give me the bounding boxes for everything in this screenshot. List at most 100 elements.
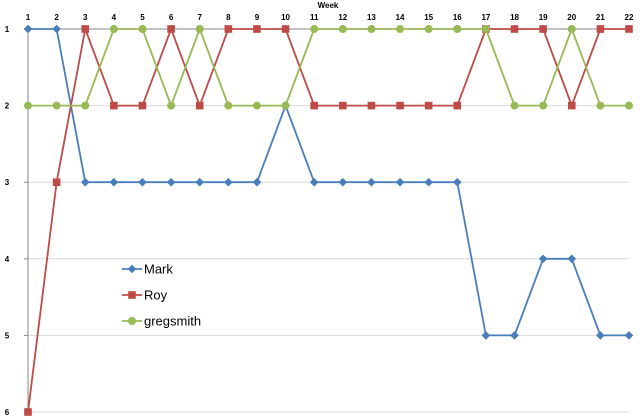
data-point-gregsmith-12: [338, 25, 347, 33]
legend-marker-gregsmith: [128, 317, 136, 325]
y-tick-label-6: 6: [5, 408, 10, 417]
data-point-mark-22: [624, 331, 634, 340]
data-point-mark-16: [452, 177, 462, 187]
legend-item-mark: Mark: [122, 262, 173, 277]
data-point-roy-11: [310, 101, 318, 110]
x-tick-label-19: 19: [539, 13, 548, 22]
data-point-gregsmith-16: [453, 25, 462, 33]
data-point-roy-19: [539, 25, 547, 33]
x-tick-label-22: 22: [625, 13, 634, 22]
series-gregsmith: [24, 25, 633, 110]
data-point-gregsmith-22: [625, 101, 633, 110]
x-tick-label-17: 17: [481, 13, 490, 22]
x-tick-label-5: 5: [140, 13, 145, 22]
x-tick-label-2: 2: [54, 13, 59, 22]
data-point-gregsmith-1: [24, 101, 32, 110]
data-point-roy-13: [367, 101, 376, 110]
x-tick-label-15: 15: [424, 13, 433, 22]
legend-item-roy: Roy: [122, 288, 168, 303]
y-tick-label-1: 1: [5, 25, 10, 34]
data-point-roy-18: [510, 25, 519, 33]
x-tick-label-4: 4: [112, 13, 117, 22]
data-point-gregsmith-14: [396, 25, 405, 33]
data-point-roy-21: [596, 25, 605, 33]
series-line-mark: [28, 28, 629, 337]
legend-item-gregsmith: gregsmith: [122, 314, 201, 329]
data-point-roy-3: [81, 25, 90, 33]
x-tick-label-21: 21: [596, 13, 605, 22]
series-line-gregsmith: [28, 28, 629, 107]
data-point-roy-2: [52, 178, 61, 186]
x-tick-label-18: 18: [510, 13, 519, 22]
data-point-mark-21: [596, 331, 605, 340]
data-point-roy-9: [253, 25, 261, 33]
data-point-roy-8: [224, 25, 233, 33]
data-point-mark-13: [367, 177, 376, 187]
axes: 1 2 3 4 5 6 7 8 9 10 11 12 13 14 15 16 17 18 19 20 21 2212345…: [5, 13, 634, 417]
data-point-gregsmith-17: [481, 25, 490, 33]
legend-marker-roy: [128, 291, 136, 299]
x-tick-label-14: 14: [396, 13, 405, 22]
legend-label-roy: Roy: [144, 288, 168, 303]
legend-label-gregsmith: gregsmith: [144, 314, 201, 329]
x-tick-label-12: 12: [338, 13, 347, 22]
data-point-gregsmith-15: [424, 25, 433, 33]
x-tick-label-6: 6: [169, 13, 174, 22]
x-tick-label-11: 11: [310, 13, 319, 22]
x-tick-label-9: 9: [255, 13, 260, 22]
data-point-roy-1: [24, 408, 32, 416]
x-tick-label-13: 13: [367, 13, 376, 22]
legend-label-mark: Mark: [144, 262, 173, 277]
data-point-roy-7: [195, 101, 204, 110]
data-point-gregsmith-6: [167, 101, 176, 110]
data-point-gregsmith-20: [567, 25, 576, 33]
data-point-mark-14: [395, 177, 405, 187]
data-point-roy-16: [453, 101, 462, 110]
y-tick-label-3: 3: [5, 178, 10, 187]
data-point-mark-11: [309, 177, 319, 187]
data-point-gregsmith-2: [52, 101, 61, 110]
y-tick-label-2: 2: [5, 102, 10, 111]
y-tick-label-5: 5: [5, 331, 10, 340]
data-point-roy-15: [424, 101, 433, 110]
data-point-mark-20: [567, 254, 577, 264]
x-tick-label-7: 7: [197, 13, 202, 22]
data-point-gregsmith-8: [224, 101, 233, 110]
x-tick-label-10: 10: [281, 13, 290, 22]
x-tick-label-20: 20: [567, 13, 576, 22]
data-point-mark-8: [224, 177, 233, 187]
series-line-roy: [27, 28, 629, 413]
data-point-roy-5: [138, 101, 147, 110]
series-roy: [24, 25, 633, 416]
data-point-mark-6: [166, 177, 176, 187]
data-point-gregsmith-9: [252, 101, 261, 110]
data-point-gregsmith-11: [310, 25, 319, 33]
data-point-roy-22: [625, 25, 633, 33]
data-point-gregsmith-18: [510, 101, 519, 110]
data-point-gregsmith-4: [109, 25, 118, 33]
series-lines: [23, 24, 634, 416]
data-point-mark-1: [23, 24, 33, 34]
data-point-roy-4: [110, 101, 118, 110]
x-tick-label-16: 16: [453, 13, 462, 22]
legend: Mark Roy gregsmith: [122, 262, 201, 329]
chart-title: Week: [318, 1, 339, 10]
data-point-gregsmith-19: [539, 101, 548, 110]
data-point-mark-2: [52, 24, 61, 34]
data-point-mark-18: [510, 331, 519, 340]
data-point-mark-7: [195, 177, 205, 187]
legend-marker-mark: [127, 264, 137, 274]
data-point-roy-6: [167, 25, 175, 33]
data-point-gregsmith-13: [367, 25, 376, 33]
data-point-mark-19: [538, 254, 548, 264]
data-point-gregsmith-7: [195, 25, 204, 33]
data-point-gregsmith-3: [81, 101, 90, 110]
data-point-mark-4: [109, 177, 119, 187]
data-point-mark-15: [424, 177, 433, 187]
data-point-mark-5: [138, 177, 147, 187]
data-point-gregsmith-10: [281, 101, 290, 110]
x-tick-label-8: 8: [226, 13, 231, 22]
data-point-roy-20: [567, 101, 576, 110]
